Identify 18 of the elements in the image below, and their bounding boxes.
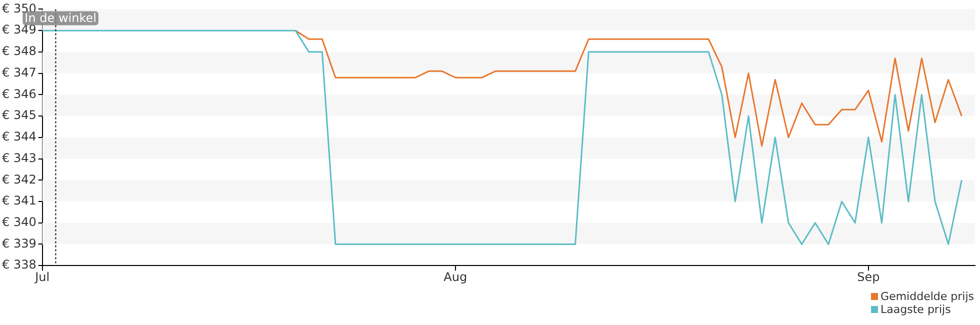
y-tick-label: € 348 — [2, 44, 36, 58]
x-tick-label: Aug — [444, 270, 468, 284]
y-tick-label: € 338 — [2, 258, 36, 272]
y-tick-label: € 340 — [2, 214, 36, 229]
y-tick-label: € 349 — [2, 22, 36, 37]
y-tick-label: € 343 — [2, 150, 36, 165]
x-tick-label: Jul — [34, 270, 50, 284]
y-tick-label: € 347 — [2, 65, 36, 80]
legend-label: Gemiddelde prijs — [880, 290, 974, 303]
ref-line-label: In de winkel — [24, 10, 96, 25]
y-tick-label: € 341 — [2, 194, 36, 208]
y-tick-label: € 345 — [2, 108, 36, 122]
y-tick-label: € 339 — [2, 236, 36, 250]
y-tick-label: € 342 — [2, 172, 36, 186]
legend-label: Laagste prijs — [880, 303, 951, 316]
y-tick-label: € 344 — [2, 130, 36, 144]
y-tick-label: € 346 — [2, 86, 36, 101]
x-tick-label: Sep — [857, 270, 880, 284]
